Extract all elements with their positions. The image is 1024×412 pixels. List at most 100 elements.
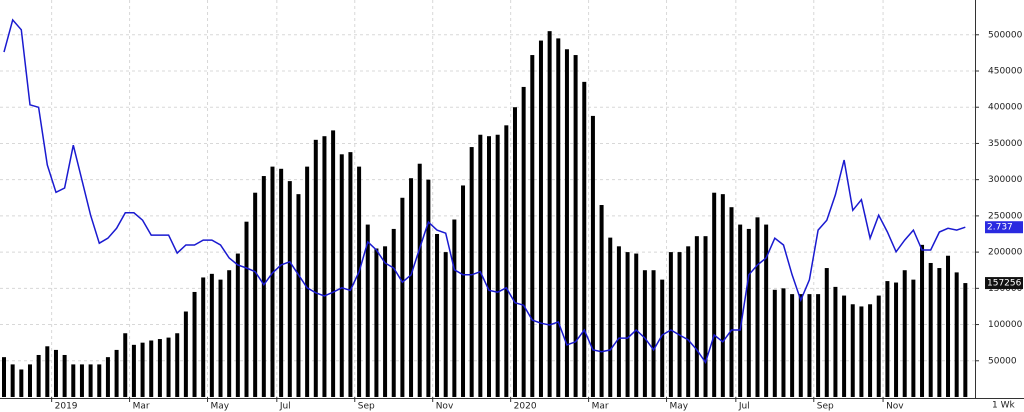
- last-value-label: 2.737: [987, 223, 1013, 233]
- bar: [79, 364, 84, 397]
- bar: [10, 364, 15, 397]
- bar: [97, 364, 102, 397]
- bar: [781, 288, 786, 397]
- bar: [764, 224, 769, 397]
- bar: [383, 246, 388, 397]
- bar: [71, 364, 76, 397]
- x-tick-label: Jul: [279, 402, 291, 412]
- bar: [157, 339, 162, 397]
- bar: [504, 125, 509, 397]
- x-tick-label: Mar: [592, 402, 609, 412]
- bar: [842, 295, 847, 397]
- bar: [452, 219, 457, 397]
- bar: [400, 197, 405, 397]
- bar: [348, 152, 353, 397]
- bar: [824, 268, 829, 397]
- y-tick-label: 450000: [988, 66, 1023, 76]
- bar: [435, 233, 440, 397]
- bar: [253, 192, 258, 397]
- bar: [192, 291, 197, 397]
- bar: [426, 179, 431, 397]
- bar: [790, 294, 795, 397]
- bar: [88, 364, 93, 397]
- bar: [738, 224, 743, 397]
- x-tick-label: May: [211, 402, 230, 412]
- y-tick-label: 200000: [988, 248, 1023, 258]
- last-value-box: [985, 221, 1023, 234]
- bar: [634, 253, 639, 397]
- bar: [183, 311, 188, 397]
- bar: [833, 286, 838, 397]
- bar: [391, 228, 396, 397]
- bar: [461, 185, 466, 397]
- bar: [746, 228, 751, 397]
- x-tick-label: 2019: [55, 402, 78, 412]
- bar: [244, 221, 249, 397]
- bar: [131, 344, 136, 397]
- y-tick-label: 300000: [988, 175, 1023, 185]
- bar: [538, 40, 543, 398]
- bar: [876, 295, 881, 397]
- bar: [582, 81, 587, 398]
- bar: [911, 279, 916, 397]
- x-tick-label: Sep: [817, 402, 834, 412]
- bar: [201, 277, 206, 397]
- bar: [357, 166, 362, 397]
- bar: [261, 176, 266, 397]
- bar: [625, 252, 630, 397]
- y-tick-label: 500000: [988, 30, 1023, 40]
- bar: [668, 252, 673, 397]
- bar: [660, 279, 665, 397]
- bar: [36, 354, 41, 397]
- bar: [2, 357, 6, 397]
- bar: [227, 270, 232, 397]
- bar: [564, 49, 569, 397]
- bar: [123, 333, 128, 397]
- bar: [954, 272, 959, 397]
- bar: [443, 252, 448, 397]
- bar: [339, 154, 344, 397]
- bar: [209, 273, 214, 397]
- bar: [218, 279, 223, 397]
- bar: [642, 270, 647, 397]
- bar: [417, 163, 422, 397]
- bar: [305, 166, 310, 397]
- bar: [114, 349, 119, 397]
- bar: [885, 281, 890, 397]
- bar: [175, 333, 180, 397]
- bar: [53, 349, 58, 397]
- bar: [729, 207, 734, 397]
- bar: [928, 262, 933, 397]
- x-tick-label: Mar: [133, 402, 150, 412]
- bar: [946, 255, 951, 397]
- bar: [478, 134, 483, 397]
- y-tick-label: 100000: [988, 320, 1023, 330]
- bar: [235, 253, 240, 397]
- bar: [547, 31, 552, 398]
- bar: [937, 268, 942, 397]
- price-line: [3, 18, 966, 364]
- bar: [512, 107, 517, 397]
- bar: [608, 237, 613, 397]
- bar: [140, 342, 145, 397]
- bar: [322, 136, 327, 397]
- bar: [963, 283, 968, 397]
- bar: [296, 194, 301, 397]
- bar: [556, 38, 561, 397]
- bar: [521, 86, 526, 398]
- bar: [409, 178, 414, 397]
- x-tick-label: May: [670, 402, 689, 412]
- interval-label: 1 Wk: [992, 401, 1015, 411]
- bar: [703, 236, 708, 397]
- bar: [530, 55, 535, 397]
- bar: [279, 168, 284, 397]
- bar: [374, 248, 379, 397]
- y-tick-label: 250000: [988, 211, 1023, 221]
- bar: [755, 217, 760, 397]
- bar: [270, 166, 275, 397]
- bar: [599, 205, 604, 397]
- bar: [868, 304, 873, 397]
- y-tick-label: 50000: [988, 356, 1017, 366]
- bar: [62, 354, 67, 397]
